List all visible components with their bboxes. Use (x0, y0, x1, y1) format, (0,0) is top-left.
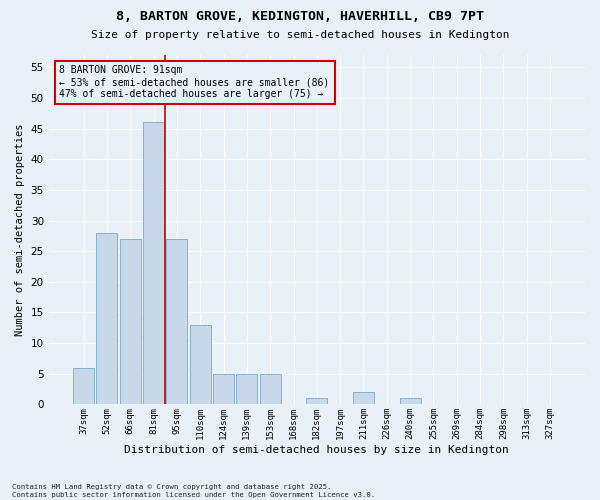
Text: Size of property relative to semi-detached houses in Kedington: Size of property relative to semi-detach… (91, 30, 509, 40)
Bar (213, 374, 234, 404)
Text: Contains HM Land Registry data © Crown copyright and database right 2025.
Contai: Contains HM Land Registry data © Crown c… (12, 484, 375, 498)
X-axis label: Distribution of semi-detached houses by size in Kedington: Distribution of semi-detached houses by … (124, 445, 509, 455)
Bar (400, 398, 421, 404)
Bar (190, 324, 211, 404)
Bar (73, 368, 94, 405)
Bar (97, 233, 118, 404)
Bar (353, 392, 374, 404)
Bar (307, 398, 328, 404)
Y-axis label: Number of semi-detached properties: Number of semi-detached properties (15, 124, 25, 336)
Bar (166, 239, 187, 404)
Text: 8, BARTON GROVE, KEDINGTON, HAVERHILL, CB9 7PT: 8, BARTON GROVE, KEDINGTON, HAVERHILL, C… (116, 10, 484, 23)
Bar (143, 122, 164, 404)
Bar (236, 374, 257, 404)
Bar (120, 239, 140, 404)
Bar (260, 374, 281, 404)
Text: 8 BARTON GROVE: 91sqm
← 53% of semi-detached houses are smaller (86)
47% of semi: 8 BARTON GROVE: 91sqm ← 53% of semi-deta… (59, 66, 329, 98)
